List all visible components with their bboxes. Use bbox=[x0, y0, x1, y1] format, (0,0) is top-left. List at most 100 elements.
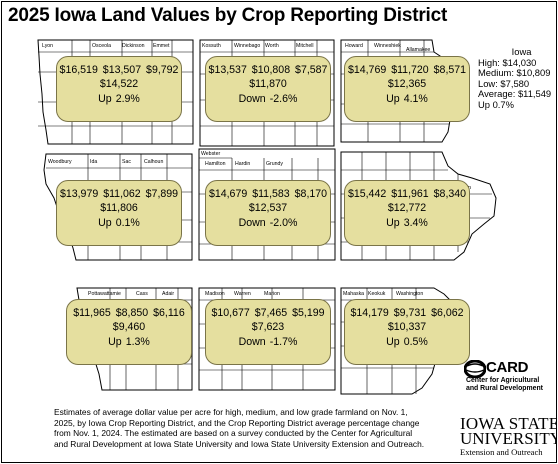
card-name: CARD bbox=[486, 359, 529, 376]
district-nw-outline bbox=[37, 39, 194, 145]
medium-value: $11,062 bbox=[103, 188, 141, 200]
high-value: $14,179 bbox=[350, 307, 389, 319]
average-value: $11,806 bbox=[100, 202, 138, 214]
county-label: Calhoun bbox=[144, 159, 163, 165]
average-value: $7,623 bbox=[251, 321, 285, 333]
county-label: Grundy bbox=[266, 161, 283, 167]
card-logo: CARD Center for Agricultural and Rural D… bbox=[464, 356, 556, 402]
low-value: $6,062 bbox=[431, 307, 464, 319]
high-value: $13,979 bbox=[59, 188, 99, 200]
change-direction: Down bbox=[238, 93, 266, 105]
county-label: Winneshiek bbox=[374, 43, 401, 49]
low-value: $8,170 bbox=[294, 188, 328, 200]
change-percent: 1.3% bbox=[125, 336, 150, 348]
medium-value: $11,720 bbox=[391, 64, 429, 76]
average-value: $10,337 bbox=[387, 321, 427, 333]
county-label: Hamilton bbox=[205, 161, 226, 167]
state-high: High: $14,030 bbox=[478, 56, 537, 68]
change-percent: 3.4% bbox=[403, 217, 428, 229]
county-label: Emmet bbox=[153, 43, 170, 49]
district-box-northeast: $14,769 $11,720 $8,571 $12,365 Up 4.1% bbox=[344, 56, 470, 122]
change-percent: 2.9% bbox=[115, 93, 140, 105]
district-box-south-central: $10,677 $7,465 $5,199 $7,623 Down -1.7% bbox=[205, 299, 331, 365]
district-box-northwest: $16,519 $13,507 $9,792 $14,522 Up 2.9% bbox=[56, 56, 182, 122]
change-direction: Down bbox=[238, 336, 266, 348]
medium-value: $13,507 bbox=[102, 64, 142, 76]
low-value: $8,340 bbox=[433, 188, 467, 200]
county-label: Lyon bbox=[42, 43, 53, 49]
county-labels: Lyon Osceola Dickinson Emmet Kossuth Winnebag… bbox=[42, 43, 471, 297]
state-low: Low: $7,580 bbox=[478, 77, 530, 89]
medium-value: $8,850 bbox=[115, 307, 149, 319]
district-box-southwest: $11,965 $8,850 $6,116 $9,460 Up 1.3% bbox=[66, 299, 192, 365]
isu-line1: IOWA STATE bbox=[460, 414, 557, 433]
average-value: $11,870 bbox=[249, 78, 287, 90]
change-direction: Up bbox=[98, 217, 112, 229]
change-percent: -1.7% bbox=[269, 336, 298, 348]
change-percent: 0.1% bbox=[115, 217, 140, 229]
average-value: $12,365 bbox=[387, 78, 427, 90]
low-value: $7,899 bbox=[145, 188, 179, 200]
high-value: $15,442 bbox=[347, 188, 387, 200]
state-change: Up 0.7% bbox=[478, 98, 514, 110]
card-globe-icon bbox=[464, 360, 486, 378]
average-value: $12,772 bbox=[387, 202, 427, 214]
county-label: Mahaska bbox=[343, 291, 364, 297]
average-value: $12,537 bbox=[248, 202, 288, 214]
county-label: Keokuk bbox=[368, 291, 386, 297]
low-value: $7,587 bbox=[295, 64, 328, 76]
change-direction: Up bbox=[98, 93, 112, 105]
state-average: Average: $11,549 bbox=[478, 88, 552, 99]
average-value: $14,522 bbox=[99, 78, 139, 90]
district-box-central: $14,679 $11,583 $8,170 $12,537 Down -2.0% bbox=[205, 180, 331, 246]
card-line2: and Rural Development bbox=[466, 385, 543, 392]
isu-logo: IOWA STATE UNIVERSITY Extension and Outr… bbox=[460, 414, 556, 462]
change-percent: -2.0% bbox=[269, 217, 298, 229]
isu-line2: UNIVERSITY bbox=[460, 429, 557, 448]
district-sc-outline bbox=[198, 287, 336, 391]
county-label: Winnebago bbox=[234, 43, 260, 49]
change-direction: Up bbox=[386, 217, 400, 229]
high-value: $10,677 bbox=[211, 307, 250, 319]
medium-value: $11,961 bbox=[391, 188, 429, 200]
county-label: Cass bbox=[136, 291, 148, 297]
county-label: Woodbury bbox=[48, 159, 72, 165]
county-label: Ida bbox=[90, 159, 97, 165]
county-label: Kossuth bbox=[202, 43, 221, 49]
medium-value: $11,583 bbox=[252, 188, 290, 200]
district-box-east-central: $15,442 $11,961 $8,340 $12,772 Up 3.4% bbox=[344, 180, 470, 246]
change-direction: Up bbox=[108, 336, 122, 348]
state-title: Iowa bbox=[511, 46, 532, 57]
map-title: 2025 Iowa Land Values by Crop Reporting … bbox=[8, 5, 448, 26]
isu-line3: Extension and Outreach bbox=[460, 447, 543, 457]
county-label: Hardin bbox=[235, 161, 250, 167]
county-label: Washington bbox=[396, 291, 423, 297]
medium-value: $10,808 bbox=[251, 64, 291, 76]
district-c-outline bbox=[198, 148, 336, 261]
county-label: Marion bbox=[264, 291, 280, 297]
average-value: $9,460 bbox=[112, 321, 146, 333]
high-value: $13,537 bbox=[208, 64, 247, 76]
county-label: Madison bbox=[205, 291, 225, 297]
county-label: Worth bbox=[265, 43, 279, 49]
low-value: $9,792 bbox=[146, 64, 179, 76]
card-line1: Center for Agricultural bbox=[466, 377, 540, 384]
high-value: $16,519 bbox=[59, 64, 98, 76]
low-value: $6,116 bbox=[153, 307, 185, 319]
high-value: $14,769 bbox=[347, 64, 387, 76]
county-label: Allamakee bbox=[406, 47, 430, 53]
medium-value: $9,731 bbox=[393, 307, 427, 319]
change-direction: Up bbox=[386, 336, 400, 348]
low-value: $5,199 bbox=[292, 307, 325, 319]
district-box-north-central: $13,537 $10,808 $7,587 $11,870 Down -2.6% bbox=[205, 56, 331, 122]
district-nc-outline bbox=[199, 39, 335, 147]
county-label: Webster bbox=[201, 151, 220, 157]
county-label: Sac bbox=[122, 159, 131, 165]
state-summary: Iowa High: $14,030 Medium: $10,809 Low: … bbox=[478, 46, 552, 110]
change-percent: 4.1% bbox=[403, 93, 428, 105]
high-value: $14,679 bbox=[208, 188, 248, 200]
county-label: Mitchell bbox=[296, 43, 314, 49]
county-label: Pottawattamie bbox=[88, 291, 121, 297]
county-label: Adair bbox=[162, 291, 174, 297]
